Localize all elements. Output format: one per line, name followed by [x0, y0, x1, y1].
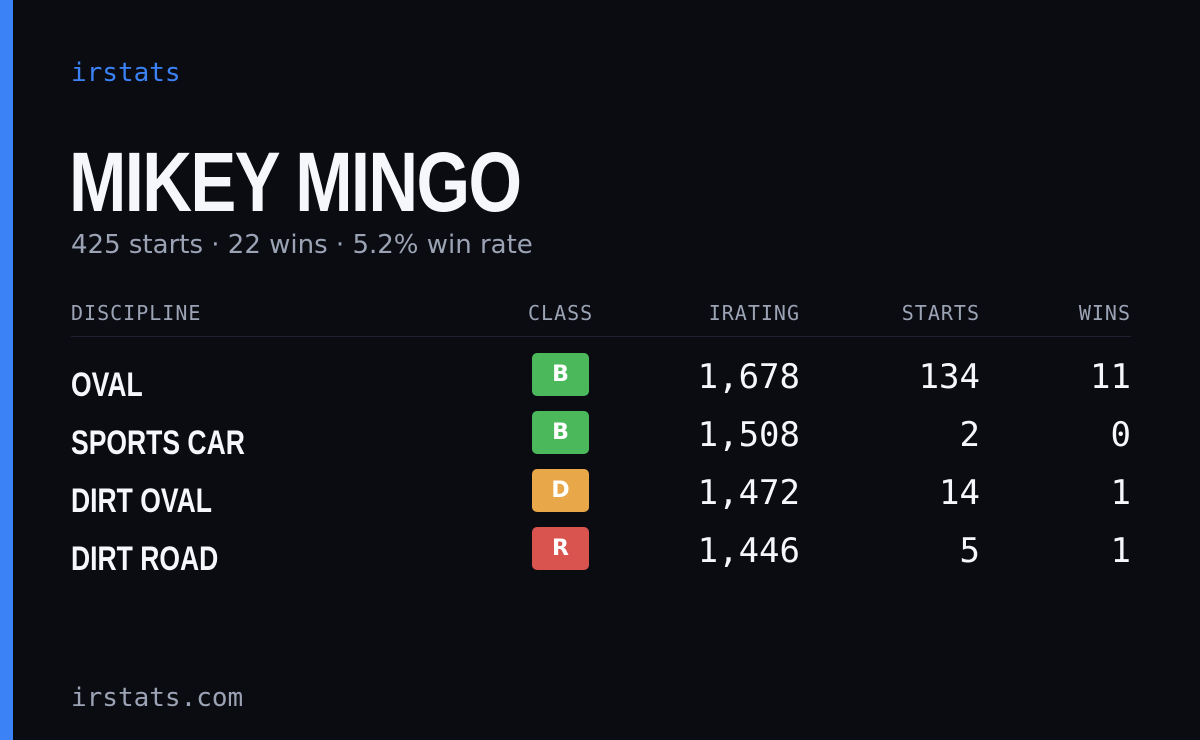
accent-bar [0, 0, 13, 740]
irating-value: 1,446 [697, 531, 800, 571]
footer-domain-link[interactable]: irstats.com [71, 683, 244, 713]
wins-value: 1 [1110, 531, 1131, 571]
table-row: DIRT OVAL D 1,472 14 1 [71, 469, 1131, 527]
wins-value: 0 [1110, 415, 1131, 455]
table-header: DISCIPLINE CLASS IRATING STARTS WINS [71, 296, 1131, 337]
wins-value: 11 [1090, 357, 1131, 397]
starts-value: 5 [959, 531, 980, 571]
column-header-wins: WINS [1078, 301, 1131, 325]
table-body: OVAL B 1,678 134 11 SPORTS CAR B 1,508 2… [71, 337, 1131, 585]
column-header-discipline: DISCIPLINE [71, 301, 202, 325]
starts-value: 134 [918, 357, 980, 397]
starts-value: 14 [939, 473, 980, 513]
license-class-badge: R [532, 527, 589, 570]
discipline-name: DIRT ROAD [71, 540, 219, 578]
license-class-badge: D [532, 469, 589, 512]
table-row: OVAL B 1,678 134 11 [71, 353, 1131, 411]
license-class-badge: B [532, 353, 589, 396]
brand-logo-text[interactable]: irstats [71, 58, 181, 88]
discipline-stats-table: DISCIPLINE CLASS IRATING STARTS WINS OVA… [71, 296, 1131, 585]
irating-value: 1,678 [697, 357, 800, 397]
wins-value: 1 [1110, 473, 1131, 513]
table-row: SPORTS CAR B 1,508 2 0 [71, 411, 1131, 469]
irating-value: 1,472 [697, 473, 800, 513]
driver-summary: 425 starts · 22 wins · 5.2% win rate [71, 230, 533, 260]
column-header-starts: STARTS [901, 301, 980, 325]
starts-value: 2 [959, 415, 980, 455]
irating-value: 1,508 [697, 415, 800, 455]
column-header-class: CLASS [528, 301, 594, 325]
table-row: DIRT ROAD R 1,446 5 1 [71, 527, 1131, 585]
discipline-name: DIRT OVAL [71, 482, 212, 520]
discipline-name: SPORTS CAR [71, 424, 245, 462]
column-header-irating: IRATING [708, 301, 800, 325]
license-class-badge: B [532, 411, 589, 454]
discipline-name: OVAL [71, 366, 143, 404]
driver-name: MIKEY MINGO [69, 135, 522, 229]
